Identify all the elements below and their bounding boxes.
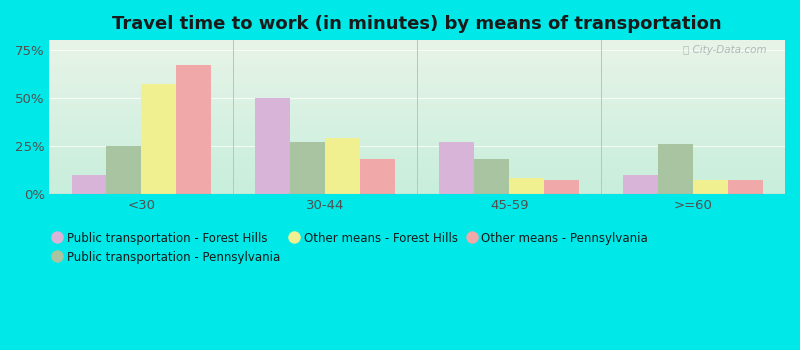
Bar [509, 178, 544, 194]
Legend: Public transportation - Forest Hills, Public transportation - Pennsylvania, Othe: Public transportation - Forest Hills, Pu… [48, 227, 653, 269]
Bar [290, 142, 326, 194]
Bar [142, 84, 176, 194]
Bar [176, 65, 211, 194]
Bar [360, 159, 395, 194]
Bar [326, 138, 360, 194]
Bar [623, 175, 658, 194]
Bar [693, 180, 728, 194]
Bar [71, 175, 106, 194]
Bar [544, 180, 579, 194]
Bar [658, 144, 693, 194]
Text: Ⓢ City-Data.com: Ⓢ City-Data.com [683, 45, 766, 55]
Bar [255, 98, 290, 194]
Bar [474, 159, 509, 194]
Bar [728, 180, 763, 194]
Title: Travel time to work (in minutes) by means of transportation: Travel time to work (in minutes) by mean… [113, 15, 722, 33]
Bar [439, 142, 474, 194]
Bar [106, 146, 142, 194]
